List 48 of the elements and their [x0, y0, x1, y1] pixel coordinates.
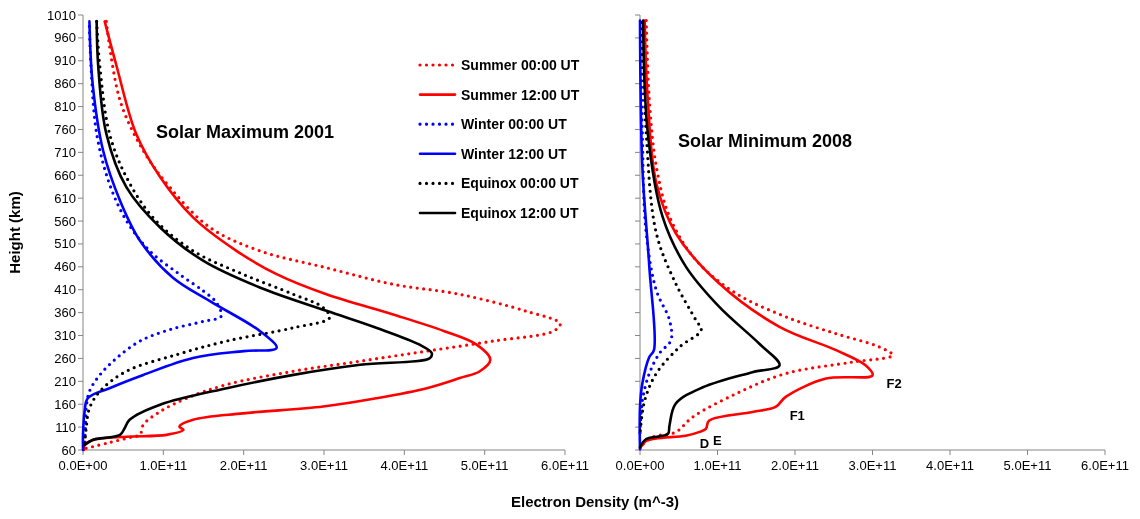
annotation: F1 — [789, 407, 805, 423]
y-tick-label: 860 — [54, 76, 76, 92]
x-tick-label: 1.0E+11 — [693, 458, 742, 473]
annotation: F2 — [886, 375, 902, 391]
x-axis-title: Electron Density (m^-3) — [511, 493, 679, 510]
y-tick-label: 810 — [54, 99, 76, 115]
y-tick-label: 210 — [54, 373, 76, 389]
y-tick-label: 110 — [55, 419, 76, 435]
x-tick-label: 6.0E+11 — [1081, 458, 1129, 473]
legend-label: Summer 00:00 UT — [461, 56, 580, 73]
x-tick-label: 5.0E+11 — [1003, 458, 1052, 473]
y-tick-label: 610 — [54, 190, 76, 206]
x-tick-label: 3.0E+11 — [300, 458, 348, 473]
y-axis-title: Height (km) — [6, 191, 23, 274]
y-tick-label: 660 — [54, 167, 76, 183]
legend-label: Summer 12:00 UT — [461, 86, 580, 103]
y-tick-label: 760 — [54, 122, 76, 138]
y-tick-label: 410 — [54, 282, 76, 298]
x-tick-label: 2.0E+11 — [219, 458, 268, 473]
y-tick-label: 260 — [54, 350, 76, 366]
y-tick-label: 160 — [54, 396, 76, 412]
y-tick-label: 1010 — [47, 7, 76, 23]
legend-label: Equinox 00:00 UT — [461, 175, 579, 192]
annotation: D — [699, 436, 710, 452]
x-tick-label: 0.0E+00 — [615, 458, 665, 473]
legend-label: Equinox 12:00 UT — [461, 204, 579, 221]
x-tick-label: 3.0E+11 — [848, 458, 897, 473]
x-tick-label: 6.0E+11 — [541, 458, 589, 473]
y-tick-label: 960 — [54, 30, 76, 46]
y-tick-label: 560 — [54, 213, 76, 229]
y-tick-label: 360 — [54, 305, 76, 321]
legend-label: Winter 00:00 UT — [461, 116, 568, 133]
y-tick-label: 710 — [54, 144, 76, 160]
y-tick-label: 60 — [61, 442, 76, 458]
y-tick-label: 460 — [54, 259, 76, 275]
x-tick-label: 0.0E+00 — [58, 458, 108, 473]
x-tick-label: 4.0E+11 — [926, 458, 974, 473]
y-tick-label: 510 — [54, 236, 76, 252]
y-tick-label: 910 — [54, 53, 76, 69]
legend-label: Winter 12:00 UT — [461, 145, 568, 162]
x-tick-label: 1.0E+11 — [139, 458, 188, 473]
x-tick-label: 2.0E+11 — [771, 458, 819, 473]
y-tick-label: 310 — [54, 328, 76, 344]
x-tick-label: 4.0E+11 — [380, 458, 429, 473]
x-tick-label: 5.0E+11 — [460, 458, 509, 473]
annotation: E — [712, 432, 722, 448]
text: Solar Minimum 2008 — [677, 131, 853, 151]
text: Solar Maximum 2001 — [155, 122, 335, 142]
